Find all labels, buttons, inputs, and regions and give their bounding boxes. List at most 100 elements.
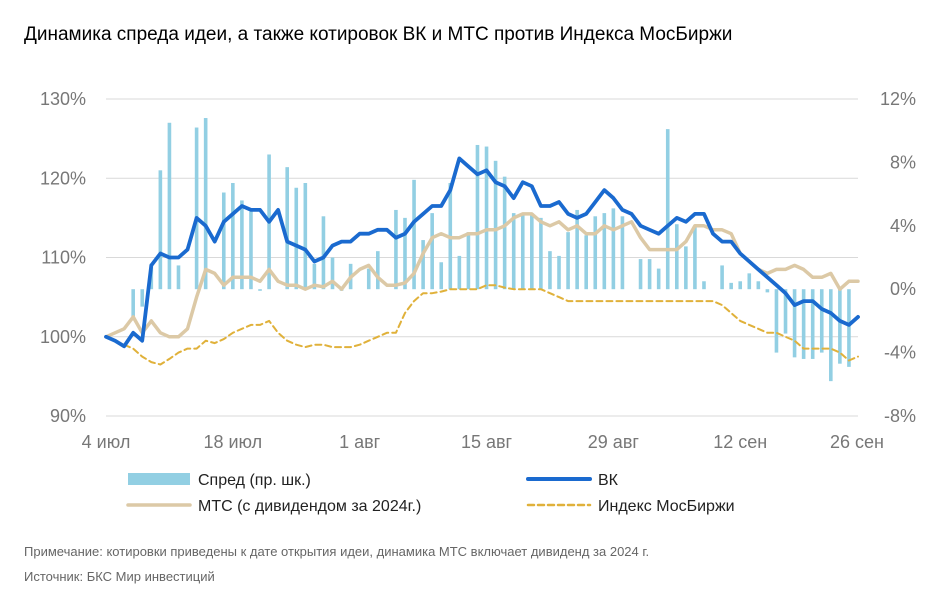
series-lines bbox=[104, 156, 860, 366]
spread-bar bbox=[647, 259, 652, 290]
legend-label-spread: Спред (пр. шк.) bbox=[198, 472, 311, 489]
spread-bar bbox=[203, 118, 208, 290]
x-tick-label: 29 авг bbox=[588, 432, 640, 452]
spread-bar bbox=[158, 170, 163, 290]
spread-bar bbox=[475, 144, 480, 290]
legend-label-vk: ВК bbox=[598, 472, 619, 489]
gridlines bbox=[106, 98, 858, 417]
spread-bar bbox=[539, 217, 543, 290]
y-right-tick-label: 4% bbox=[890, 216, 916, 236]
spread-bar bbox=[412, 179, 416, 290]
spread-bar bbox=[303, 183, 308, 290]
spread-bar bbox=[810, 289, 815, 359]
x-tick-label: 4 июл bbox=[82, 432, 131, 452]
spread-bar bbox=[838, 289, 842, 364]
spread-bar bbox=[638, 259, 643, 290]
spread-bar bbox=[194, 127, 199, 290]
spread-bar bbox=[249, 211, 253, 290]
spread-bar bbox=[240, 200, 244, 290]
spread-bar bbox=[774, 289, 779, 353]
spread-bar bbox=[765, 289, 770, 293]
spread-bar bbox=[611, 208, 616, 290]
axis-ticks: 90% 100% 110% 120% 130% -8% -4% 0% 4% 8% 12% 4 июл 1… bbox=[40, 89, 916, 452]
spread-bar bbox=[312, 263, 317, 290]
spread-bar bbox=[584, 235, 588, 290]
y-left-tick-label: 130% bbox=[40, 89, 86, 109]
spread-bar bbox=[520, 213, 525, 290]
spread-bar bbox=[376, 251, 380, 290]
spread-bar bbox=[457, 255, 462, 290]
legend-label-mts: МТС (с дивидендом за 2024г.) bbox=[198, 498, 421, 515]
spread-bar bbox=[366, 268, 371, 290]
spread-bar bbox=[439, 262, 444, 290]
spread-bar bbox=[801, 289, 806, 359]
spread-bar bbox=[566, 232, 570, 290]
spread-bar bbox=[665, 129, 670, 290]
spread-bar bbox=[548, 251, 552, 290]
spread-bar bbox=[294, 187, 299, 290]
moex-line bbox=[105, 284, 859, 366]
legend: Спред (пр. шк.) ВК МТС (с дивидендом за 20… bbox=[126, 472, 735, 515]
spread-bar bbox=[829, 289, 833, 382]
y-left-tick-label: 100% bbox=[40, 327, 86, 347]
y-left-tick-label: 120% bbox=[40, 168, 86, 188]
x-tick-label: 1 авг bbox=[339, 432, 381, 452]
spread-bar bbox=[321, 216, 326, 290]
legend-label-moex: Индекс МосБиржи bbox=[598, 498, 735, 515]
spread-bar bbox=[176, 265, 181, 290]
y-right-tick-label: -8% bbox=[884, 406, 916, 426]
spread-bar bbox=[557, 255, 561, 290]
spread-bar bbox=[421, 240, 425, 290]
spread-bar bbox=[330, 257, 335, 290]
legend-swatch-spread bbox=[128, 473, 190, 485]
spread-bar bbox=[466, 232, 471, 290]
spread-bar bbox=[602, 213, 607, 290]
x-tick-label: 15 авг bbox=[461, 432, 513, 452]
chart-title: Динамика спреда идеи, а также котировок … bbox=[24, 24, 733, 45]
spread-bar bbox=[684, 246, 688, 290]
spread-bar bbox=[819, 289, 824, 353]
vk-line bbox=[104, 156, 860, 349]
spread-bar bbox=[593, 216, 598, 290]
x-tick-label: 12 сен bbox=[713, 432, 767, 452]
spread-bar bbox=[530, 213, 534, 290]
spread-bar bbox=[720, 265, 724, 290]
spread-bar bbox=[620, 216, 625, 290]
y-right-tick-label: -4% bbox=[884, 343, 916, 363]
spread-bar bbox=[140, 289, 145, 307]
spread-bar bbox=[430, 213, 434, 290]
mts-line bbox=[104, 212, 860, 339]
spread-bar bbox=[221, 192, 226, 290]
y-right-tick-label: 0% bbox=[890, 279, 916, 299]
spread-bar bbox=[729, 282, 733, 290]
spread-bar bbox=[575, 209, 579, 290]
y-right-tick-label: 12% bbox=[880, 89, 916, 109]
spread-bar bbox=[674, 224, 679, 290]
spread-bar bbox=[783, 289, 788, 334]
spread-bar bbox=[502, 176, 507, 290]
spread-bar bbox=[403, 217, 407, 290]
y-left-tick-label: 110% bbox=[41, 248, 86, 268]
x-tick-label: 18 июл bbox=[203, 432, 262, 452]
spread-bar bbox=[493, 160, 498, 290]
spread-bar bbox=[231, 183, 235, 290]
spread-bar bbox=[792, 289, 797, 358]
y-right-tick-label: 8% bbox=[890, 152, 916, 172]
spread-bar bbox=[656, 268, 661, 290]
footnote-note: Примечание: котировки приведены к дате о… bbox=[24, 544, 650, 559]
spread-bar bbox=[167, 122, 172, 290]
spread-bar bbox=[394, 209, 398, 290]
spread-bar bbox=[693, 225, 697, 290]
spread-bar bbox=[511, 213, 516, 290]
spread-bar bbox=[258, 289, 262, 291]
spread-bar bbox=[484, 146, 489, 290]
spread-bar bbox=[756, 281, 761, 290]
x-tick-label: 26 сен bbox=[830, 432, 884, 452]
spread-bar bbox=[847, 289, 851, 367]
footnote-source: Источник: БКС Мир инвестиций bbox=[24, 569, 215, 584]
spread-bar bbox=[702, 281, 706, 290]
spread-bar bbox=[747, 273, 752, 290]
spread-bar bbox=[285, 167, 290, 290]
y-left-tick-label: 90% bbox=[50, 406, 86, 426]
